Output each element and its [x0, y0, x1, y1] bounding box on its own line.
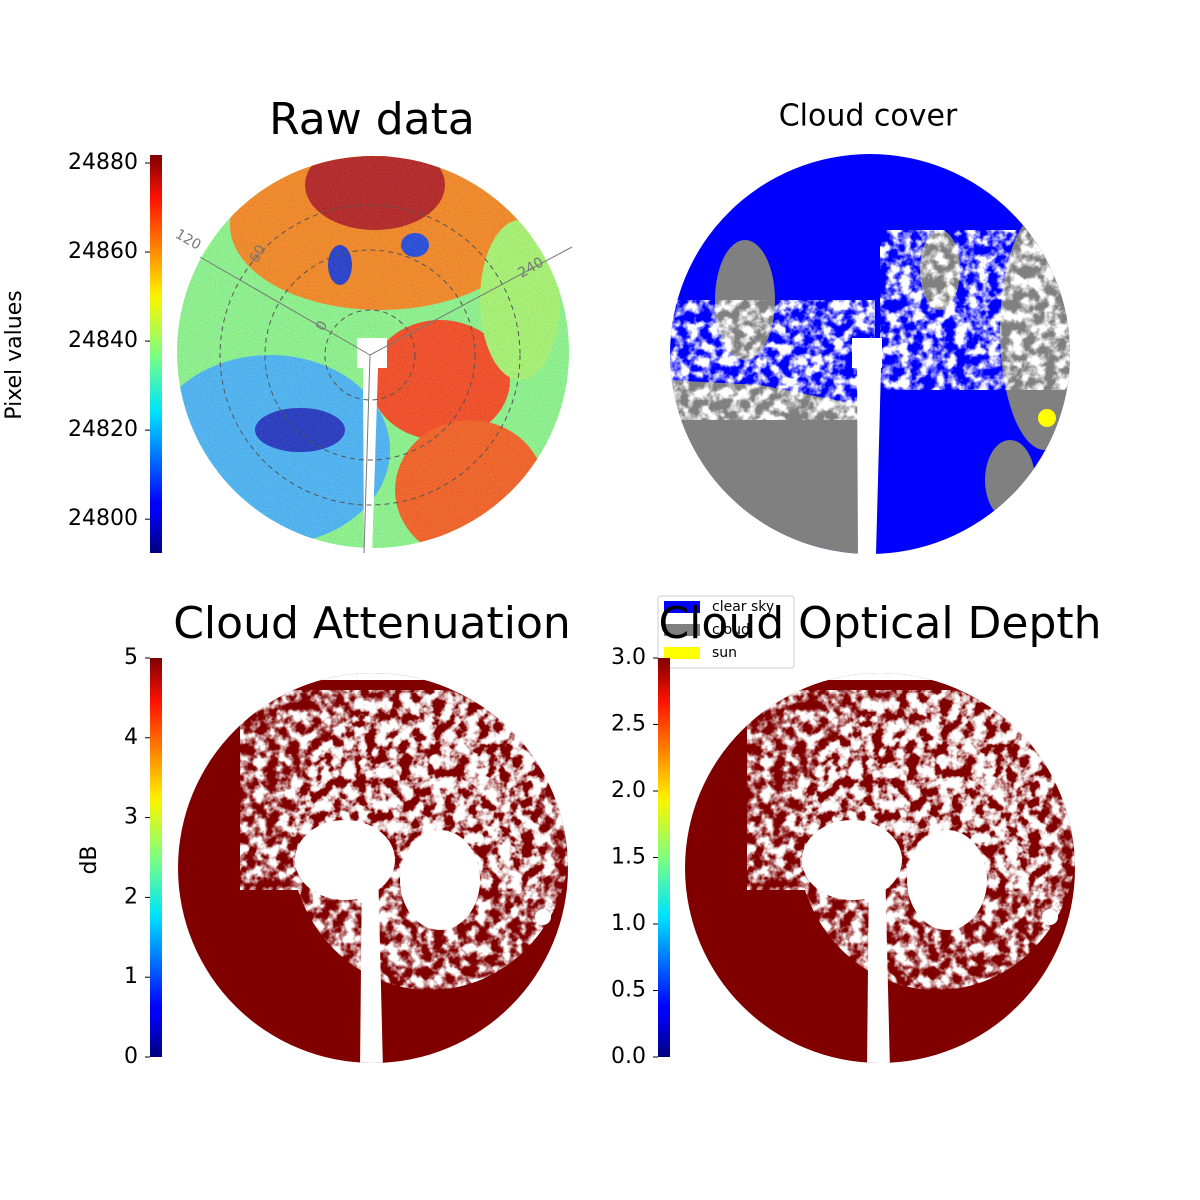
tick-label: 0.0 — [611, 1044, 646, 1069]
tick-label: 4 — [124, 725, 138, 750]
tick-label: 0 — [124, 1044, 138, 1069]
legend-swatch — [664, 647, 700, 659]
legend-label: sun — [712, 645, 737, 661]
colorbar — [658, 658, 670, 1057]
optical-depth-image — [682, 665, 1082, 1070]
polar-label: 120 — [172, 226, 203, 253]
legend-swatch — [664, 624, 700, 636]
tick-label: 3 — [124, 805, 138, 830]
tick-label: 0.5 — [611, 978, 646, 1003]
chart-title: Cloud Attenuation — [173, 598, 571, 649]
chart-title: Cloud cover — [779, 99, 958, 134]
legend-label: clear sky — [712, 599, 774, 615]
polar-grid — [199, 204, 573, 554]
tick-label: 5 — [124, 645, 138, 670]
legend-swatch — [664, 601, 700, 613]
tick-label: 2.5 — [611, 712, 646, 737]
colorbar-label: Pixel values — [2, 290, 27, 419]
tick-label: 24840 — [68, 328, 138, 353]
legend-label: cloud — [712, 622, 750, 638]
chart-title: Raw data — [269, 94, 475, 145]
mask — [357, 338, 387, 368]
colorbar-label: dB — [77, 845, 102, 874]
chart-title: Cloud Optical Depth — [658, 598, 1101, 649]
colorbar — [150, 658, 162, 1057]
tick-label: 3.0 — [611, 645, 646, 670]
mask — [857, 368, 881, 554]
tick-label: 1.5 — [611, 845, 646, 870]
colorbar — [150, 155, 162, 553]
tick-label: 24820 — [68, 417, 138, 442]
attenuation-image — [178, 673, 568, 1063]
tick-label: 1.0 — [611, 911, 646, 936]
mask — [852, 338, 882, 368]
mask — [363, 368, 378, 556]
tick-label: 1 — [124, 964, 138, 989]
tick-label: 24860 — [68, 239, 138, 264]
tick-label: 2.0 — [611, 778, 646, 803]
polar-label: 60 — [247, 242, 270, 265]
tick-label: 2 — [124, 884, 138, 909]
sun-marker — [1038, 409, 1056, 427]
tick-label: 24800 — [68, 506, 138, 531]
tick-label: 24880 — [68, 150, 138, 175]
